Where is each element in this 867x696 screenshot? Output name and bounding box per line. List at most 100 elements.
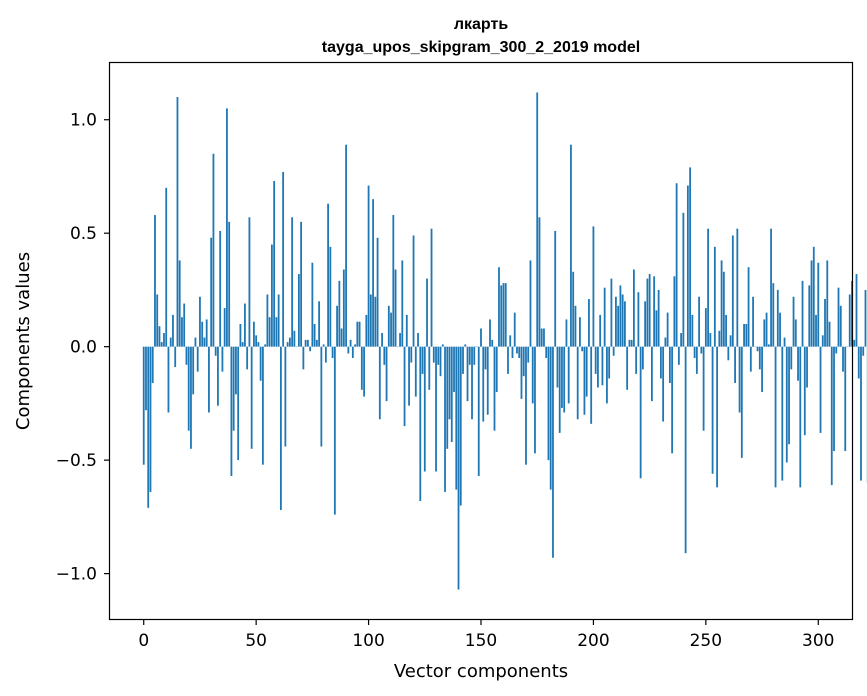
bar-239 [680,333,683,347]
bar-298 [812,246,815,347]
bar-274 [758,346,761,370]
bar-74 [309,346,312,352]
bar-230 [659,346,662,379]
chart-subtitle: tayga_upos_skipgram_300_2_2019 model [322,39,640,56]
bar-62 [282,171,285,347]
bar-137 [450,346,453,442]
bar-270 [749,346,752,372]
y-tick-label: 0.0 [70,338,97,358]
bar-226 [650,346,653,402]
y-axis: −1.0 −0.5 0.0 0.5 1.0 [56,111,110,585]
bar-301 [819,346,822,433]
bar-165 [513,312,516,347]
bar-112 [394,269,397,347]
x-tick-label: 50 [245,631,267,651]
bar-265 [738,346,741,413]
bar-31 [212,153,215,347]
bar-311 [842,346,844,372]
bar-218 [633,269,635,347]
bar-160 [502,283,505,347]
bar-66 [291,217,294,347]
bar-205 [603,287,606,347]
bar-227 [653,276,656,347]
bar-102 [372,199,374,347]
bar-297 [810,260,813,347]
bar-90 [345,144,347,347]
bar-58 [273,181,276,347]
bar-76 [313,323,316,347]
bar-166 [516,346,518,354]
bar-276 [763,319,766,347]
bar-7 [158,326,161,347]
bar-244 [691,314,694,347]
bar-23 [194,337,197,347]
bar-169 [522,346,525,377]
bar-151 [482,346,485,422]
bar-202 [597,346,599,388]
chart-title: лкарть tayga_upos_skipgram_300_2_2019 mo… [322,16,640,56]
bar-61 [279,346,282,511]
bar-201 [594,346,597,374]
bar-109 [387,305,390,347]
bar-13 [172,314,174,347]
bar-130 [435,346,437,472]
bar-25 [199,296,201,347]
bar-210 [615,296,617,347]
bar-121 [414,346,417,397]
bar-296 [808,285,811,347]
bar-16 [178,260,181,347]
bar-124 [421,346,424,374]
bar-154 [489,319,491,347]
bar-32 [214,346,217,356]
bar-152 [484,346,487,370]
bar-277 [765,312,768,347]
bar-157 [495,346,498,393]
bar-6 [156,294,159,347]
bar-286 [785,346,788,463]
bar-320 [862,346,865,356]
bar-72 [304,339,307,347]
bar-199 [590,346,593,424]
bar-144 [466,346,469,402]
bar-134 [444,346,446,492]
bar-308 [835,346,838,354]
bar-317 [855,274,858,347]
bar-193 [576,346,579,420]
bar-235 [671,346,674,454]
bar-287 [788,346,790,445]
bar-212 [619,285,622,347]
bar-245 [693,346,696,359]
bar-197 [585,346,588,397]
bar-306 [830,346,833,486]
bar-222 [641,346,644,370]
bar-101 [369,294,372,347]
bar-19 [185,346,188,365]
bar-105 [378,346,381,420]
bar-140 [457,346,460,590]
bar-153 [486,346,489,415]
bar-30 [210,237,213,347]
bar-150 [480,328,482,347]
bar-247 [698,296,700,347]
bar-204 [601,346,604,386]
bar-209 [612,346,615,356]
bar-97 [360,346,363,390]
bar-5 [154,215,156,347]
bar-217 [630,339,633,347]
bar-79 [320,346,323,447]
bar-252 [709,333,712,347]
bar-264 [736,228,739,347]
bar-139 [455,346,458,490]
bar-39 [230,346,233,477]
bar-111 [392,215,395,347]
bar-64 [286,342,289,347]
bar-249 [702,346,705,431]
bar-303 [824,299,826,347]
bar-228 [655,310,658,347]
bar-43 [239,323,242,347]
bar-15 [176,97,179,347]
bar-246 [695,346,698,374]
bar-125 [423,346,426,472]
bar-141 [459,346,462,506]
bar-116 [403,346,406,427]
